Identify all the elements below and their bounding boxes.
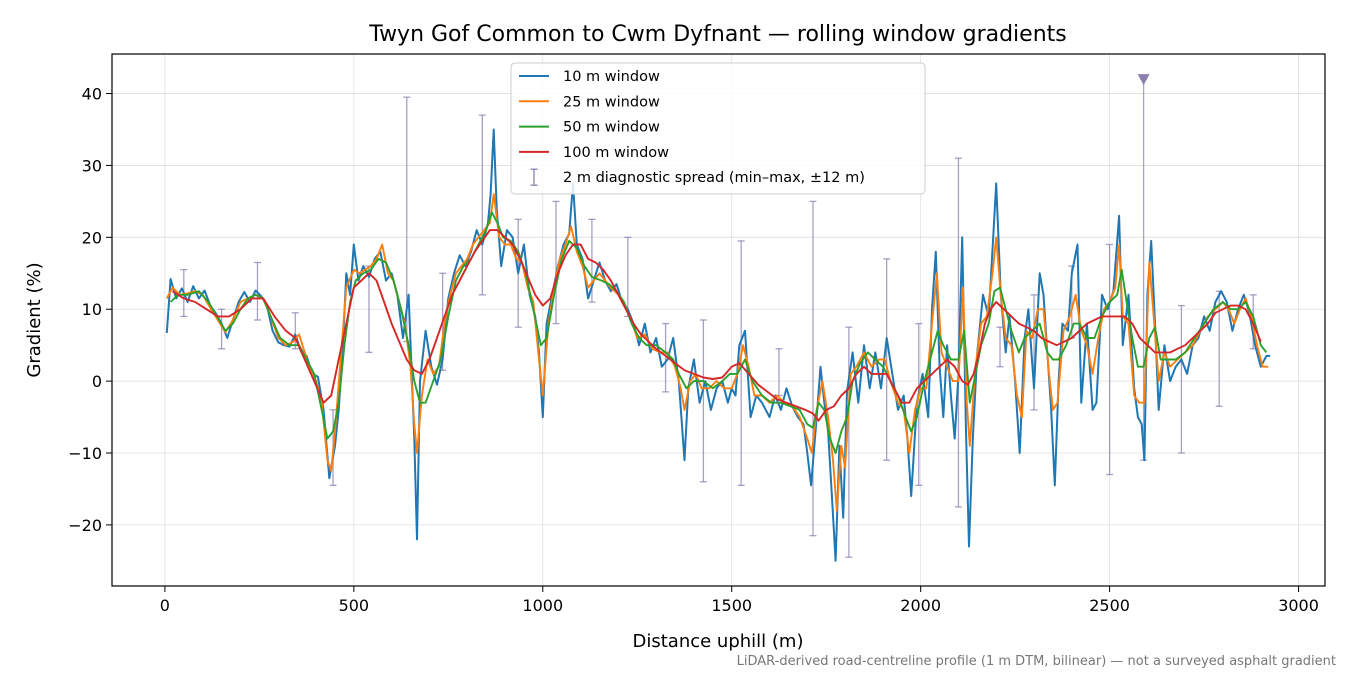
x-tick-label: 1000 [522,596,563,615]
x-tick-label: 2000 [900,596,941,615]
y-tick-label: −10 [68,444,102,463]
series-line-25-m-window [165,193,1269,512]
clipped-max-marker [1137,74,1150,86]
y-tick-label: 20 [82,228,102,247]
y-tick-label: 30 [82,156,102,175]
diagnostic-spread-bar [552,200,560,325]
legend-label: 50 m window [563,120,660,136]
y-tick-label: 40 [82,85,102,104]
plot-area [165,74,1271,562]
diagnostic-spread-bar [883,258,891,461]
diagnostic-spread-bar [291,312,299,350]
x-tick-label: 500 [339,596,370,615]
diagnostic-spread-bar [996,326,1004,368]
x-tick-label: 0 [160,596,170,615]
axes-frame [111,53,1326,587]
y-tick-label: 0 [92,372,102,391]
legend-label: 2 m diagnostic spread (min–max, ±12 m) [563,170,865,186]
diagnostic-spread-bar [699,319,707,483]
diagnostic-spread-bar [1177,304,1185,454]
legend-label: 25 m window [563,94,660,110]
legend-label: 100 m window [563,145,669,161]
diagnostic-spread-bar [1030,294,1038,411]
diagnostic-spread-bar [478,114,486,296]
chart-title: Twyn Gof Common to Cwm Dyfnant — rolling… [368,22,1066,47]
y-tick-label: 10 [82,300,102,319]
x-tick-label: 2500 [1089,596,1130,615]
legend: 10 m window 25 m window 50 m window 100 m w… [510,62,926,195]
legend-label: 10 m window [563,69,660,85]
diagnostic-spread-bar [662,322,670,393]
diagnostic-spread-bar [737,240,745,487]
diagnostic-spread-bar [954,157,962,508]
x-axis-label: Distance uphill (m) [633,631,804,652]
y-tick-label: −20 [68,516,102,535]
diagnostic-spread-bar [845,326,853,558]
x-tick-label: 1500 [711,596,752,615]
diagnostic-spread-bar [1106,243,1114,476]
legend-box [510,62,926,195]
axis-ticks: 0 500 1000 1500 2000 2500 3000 −20 −10 0 10 20 30 40 [68,85,1319,615]
footnote: LiDAR-derived road-centreline profile (1… [737,654,1336,669]
diagnostic-spread-bar [809,200,817,537]
x-tick-label: 3000 [1278,596,1319,615]
y-axis-label: Gradient (%) [24,262,45,377]
series-line-100-m-window [171,229,1262,422]
